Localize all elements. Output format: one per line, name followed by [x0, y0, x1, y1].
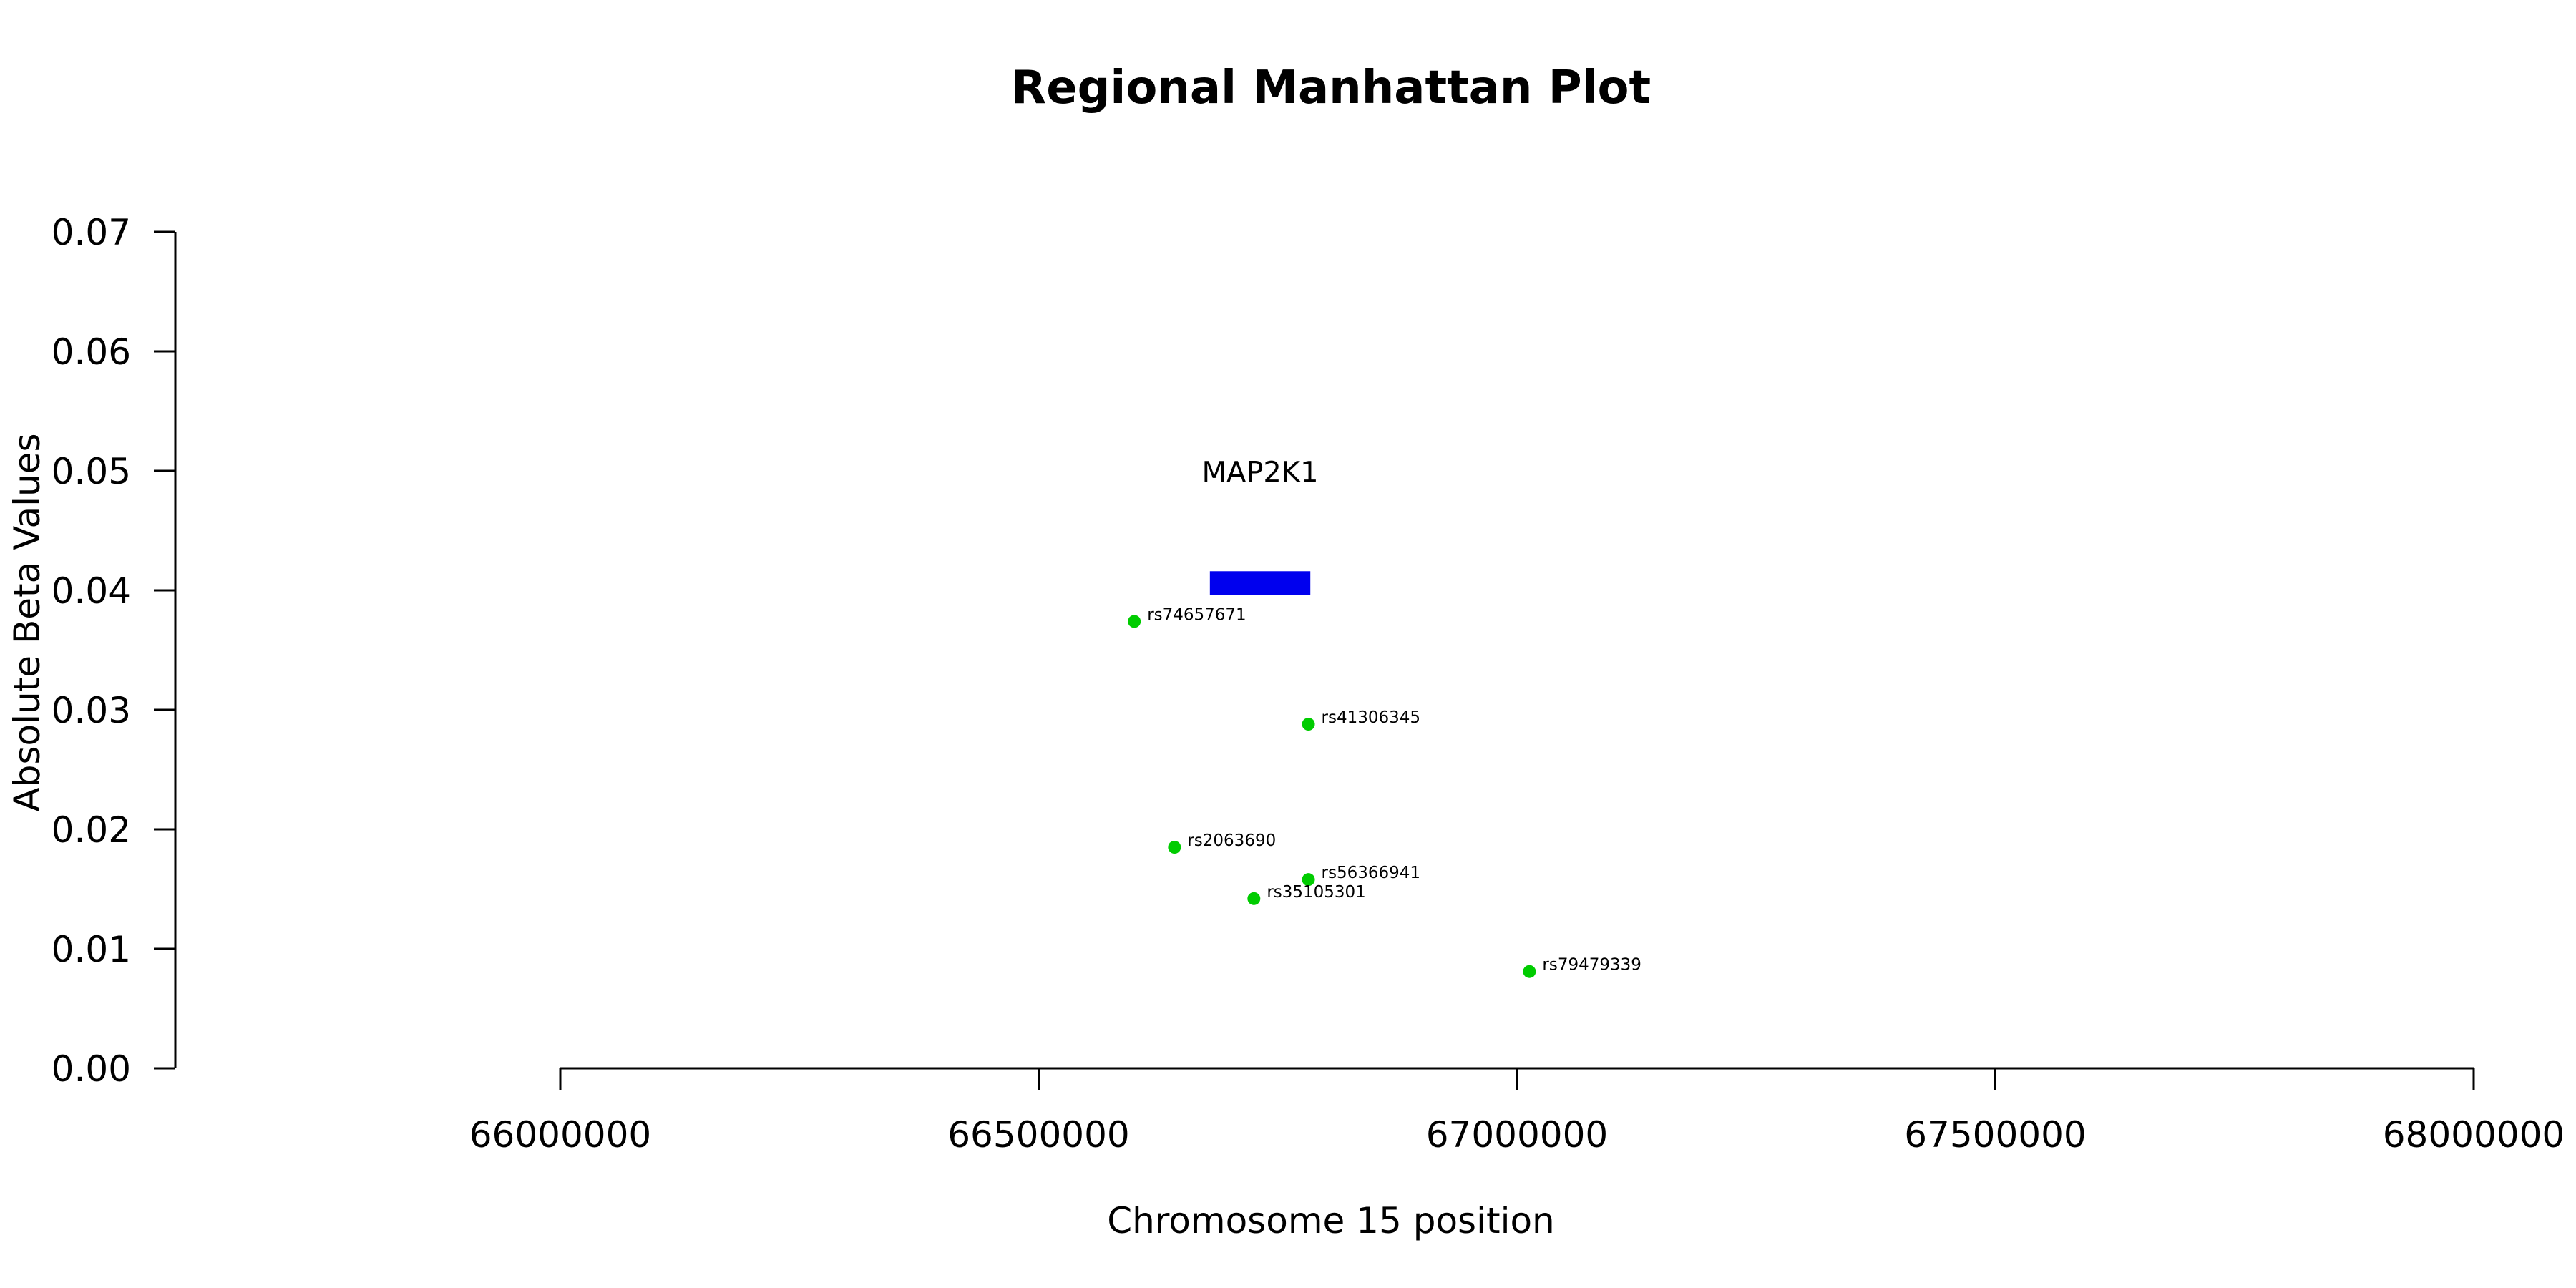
data-point [1302, 718, 1315, 731]
y-tick-label: 0.06 [52, 331, 131, 373]
point-label: rs56366941 [1322, 864, 1421, 882]
y-axis-label: Absolute Beta Values [6, 434, 48, 812]
x-tick-label: 67000000 [1426, 1114, 1609, 1156]
x-axis-label: Chromosome 15 position [1107, 1200, 1555, 1241]
y-tick-label: 0.00 [52, 1048, 131, 1090]
point-label: rs74657671 [1147, 605, 1246, 624]
data-point [1523, 965, 1536, 978]
point-label: rs35105301 [1267, 883, 1366, 902]
y-tick-label: 0.02 [52, 809, 131, 851]
y-tick-label: 0.01 [52, 929, 131, 970]
x-tick-label: 66500000 [947, 1114, 1130, 1156]
x-tick-label: 67500000 [1904, 1114, 2087, 1156]
y-tick-label: 0.05 [52, 451, 131, 492]
x-tick-label: 66000000 [469, 1114, 652, 1156]
data-point [1247, 892, 1261, 905]
data-point [1128, 615, 1141, 628]
y-tick-label: 0.07 [52, 212, 131, 253]
x-axis: 66000000 66500000 67000000 67500000 68000000 [469, 1067, 2565, 1156]
data-point [1302, 873, 1315, 887]
point-label: rs41306345 [1322, 708, 1421, 727]
y-tick-label: 0.04 [52, 570, 131, 612]
gene-block [1209, 571, 1311, 595]
point-label: rs79479339 [1542, 956, 1641, 975]
gene-label: MAP2K1 [1201, 456, 1318, 489]
chart-title: Regional Manhattan Plot [1011, 62, 1651, 114]
points-layer: rs74657671rs41306345rs2063690rs56366941r… [1128, 605, 1641, 978]
y-tick-label: 0.03 [52, 690, 131, 731]
y-axis: 0.00 0.01 0.02 0.03 0.04 0.05 0.06 0.07 [52, 212, 177, 1090]
data-point [1168, 841, 1181, 854]
x-tick-label: 68000000 [2383, 1114, 2565, 1156]
point-label: rs2063690 [1187, 831, 1276, 850]
gene-layer: MAP2K1 [1201, 456, 1319, 595]
